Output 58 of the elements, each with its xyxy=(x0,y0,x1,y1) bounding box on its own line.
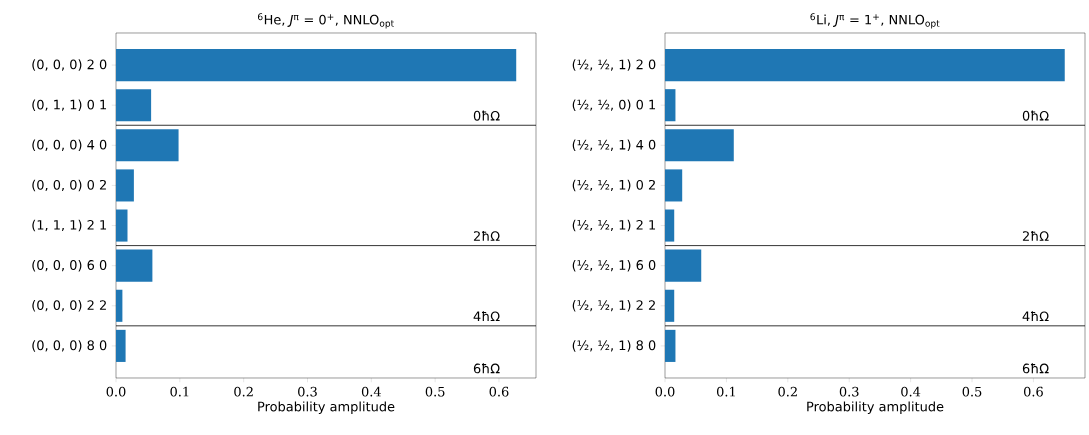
x-tick-label: 0.4 xyxy=(361,386,381,397)
y-tick-label: (0, 0, 0) 2 2 xyxy=(32,300,106,312)
x-tick-label: 0.5 xyxy=(425,386,445,397)
bar xyxy=(116,129,179,162)
bar xyxy=(116,289,123,322)
x-tick-label: 0.5 xyxy=(962,386,982,397)
x-tick-label: 0.2 xyxy=(234,386,253,397)
bar xyxy=(116,249,153,282)
bar xyxy=(665,169,683,202)
x-tick-label: 0.2 xyxy=(778,386,797,397)
annotation: 4ħΩ xyxy=(473,311,500,322)
annotation: 4ħΩ xyxy=(1022,311,1049,322)
bar xyxy=(116,209,128,242)
y-tick-label: (0, 0, 0) 8 0 xyxy=(32,340,107,352)
chart-title: $^{6}$Li, J$^{π}$ = 1$^{+}$, NNLO$_{opt}$ xyxy=(810,13,940,29)
y-tick-label: (½, ½, 1) 8 0 xyxy=(572,340,656,352)
bar xyxy=(116,169,134,202)
x-tick-label: 0.1 xyxy=(716,386,735,397)
annotation: 2ħΩ xyxy=(1022,230,1049,241)
bar xyxy=(665,289,675,322)
bar xyxy=(116,89,152,122)
x-tick-label: 0.0 xyxy=(655,386,675,397)
x-tick-label: 0.4 xyxy=(901,386,921,397)
y-tick-label: (½, ½, 1) 2 0 xyxy=(572,59,656,71)
x-tick-label: 0.0 xyxy=(106,386,126,397)
x-tick-label: 0.6 xyxy=(489,386,509,397)
y-tick-label: (½, ½, 1) 0 2 xyxy=(572,179,655,192)
y-tick-label: (0, 0, 0) 6 0 xyxy=(32,259,107,272)
y-tick-label: (½, ½, 1) 6 0 xyxy=(572,259,656,272)
y-tick-label: (½, ½, 1) 2 1 xyxy=(572,219,656,232)
x-tick-label: 0.3 xyxy=(839,386,859,397)
bar xyxy=(665,249,702,282)
chart-title: $^{6}$He, J$^{π}$ = 0$^{+}$, NNLO$_{opt}$ xyxy=(257,13,394,29)
y-tick-label: (½, ½, 0) 0 1 xyxy=(572,99,656,111)
y-tick-label: (0, 1, 1) 0 1 xyxy=(32,99,107,111)
annotation: 6ħΩ xyxy=(473,363,500,374)
y-tick-label: (½, ½, 1) 4 0 xyxy=(572,139,656,152)
bar xyxy=(665,129,734,162)
bar xyxy=(665,49,1065,82)
x-tick-label: 0.3 xyxy=(298,386,317,397)
annotation: 2ħΩ xyxy=(473,230,500,241)
bar xyxy=(116,49,517,82)
y-tick-label: (1, 1, 1) 2 1 xyxy=(32,219,107,232)
x-axis-title: Probability amplitude xyxy=(807,401,944,414)
x-tick-label: 0.6 xyxy=(1023,386,1043,397)
annotation: 6ħΩ xyxy=(1022,363,1049,374)
annotation: 0ħΩ xyxy=(1022,110,1049,121)
annotation: 0ħΩ xyxy=(473,110,500,121)
bar xyxy=(665,89,676,122)
x-tick-label: 0.1 xyxy=(170,386,189,397)
y-tick-label: (½, ½, 1) 2 2 xyxy=(572,300,655,312)
y-tick-label: (0, 0, 0) 4 0 xyxy=(32,139,107,152)
x-axis-title: Probability amplitude xyxy=(258,401,395,414)
bar xyxy=(116,329,126,362)
y-tick-label: (0, 0, 0) 0 2 xyxy=(32,179,106,192)
bar xyxy=(665,209,675,242)
bar xyxy=(665,329,676,362)
y-tick-label: (0, 0, 0) 2 0 xyxy=(32,59,107,71)
